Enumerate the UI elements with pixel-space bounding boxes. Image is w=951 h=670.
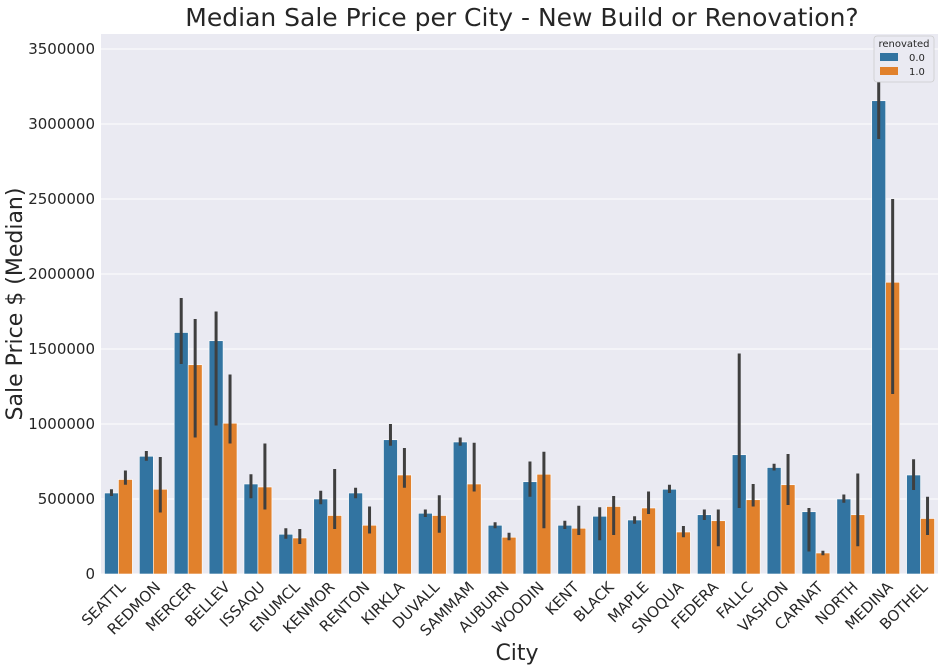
bar-kent-0	[557, 524, 573, 575]
bar-auburn-1	[501, 536, 517, 575]
legend-label-1: 1.0	[909, 67, 925, 78]
bar-snoqua-0	[662, 488, 677, 575]
gridlines	[101, 48, 938, 575]
bar-renton-0	[348, 492, 363, 575]
y-tick-label: 3000000	[28, 115, 95, 133]
legend-label-0: 0.0	[909, 53, 925, 64]
bar-redmon-0	[139, 455, 154, 575]
y-tick-label: 0	[85, 565, 95, 583]
legend-swatch-0	[880, 53, 898, 61]
y-tick-label: 2500000	[28, 190, 95, 208]
bar-fallc-1	[745, 499, 761, 575]
y-tick-label: 1000000	[28, 415, 95, 433]
bar-auburn-0	[487, 524, 503, 575]
bar-seattl-0	[104, 492, 119, 575]
bar-vashon-0	[766, 467, 782, 575]
bar-sammam-0	[452, 441, 468, 575]
bar-snoqua-1	[676, 531, 691, 575]
chart-title: Median Sale Price per City - New Build o…	[185, 3, 858, 32]
bar-federa-0	[697, 514, 712, 575]
bar-seattl-1	[118, 479, 133, 575]
bar-north-0	[836, 498, 852, 575]
y-tick-label: 2000000	[28, 265, 95, 283]
y-tick-label: 3500000	[28, 40, 95, 58]
legend: renovated 0.0 1.0	[873, 35, 935, 83]
bar-carnat-1	[815, 552, 831, 575]
x-axis-label: City	[495, 641, 538, 666]
x-axis-ticks: SEATTLREDMONMERCERBELLEVISSAQUENUMCLKENM…	[78, 577, 932, 639]
bar-kent-1	[571, 527, 587, 575]
bar-mercer-0	[173, 332, 189, 575]
bar-medina-0	[871, 100, 886, 575]
bar-enumcl-0	[278, 533, 294, 575]
y-axis-label: Sale Price $ (Median)	[3, 188, 28, 421]
y-axis-ticks: 0 500000 1000000 1500000 2000000 2500000 30000…	[28, 40, 95, 583]
bar-duvall-0	[418, 512, 433, 575]
bar-sammam-1	[466, 483, 482, 575]
y-tick-label: 1500000	[28, 340, 95, 358]
bar-kirkla-1	[397, 474, 412, 575]
legend-swatch-1	[880, 67, 898, 75]
bar-kenmor-0	[313, 498, 328, 575]
bar-maple-1	[641, 507, 656, 575]
bar-bellev-1	[222, 422, 238, 575]
legend-title: renovated	[879, 39, 930, 50]
bar-kirkla-0	[383, 439, 398, 575]
y-tick-label: 500000	[38, 490, 95, 508]
bar-maple-0	[627, 519, 642, 575]
